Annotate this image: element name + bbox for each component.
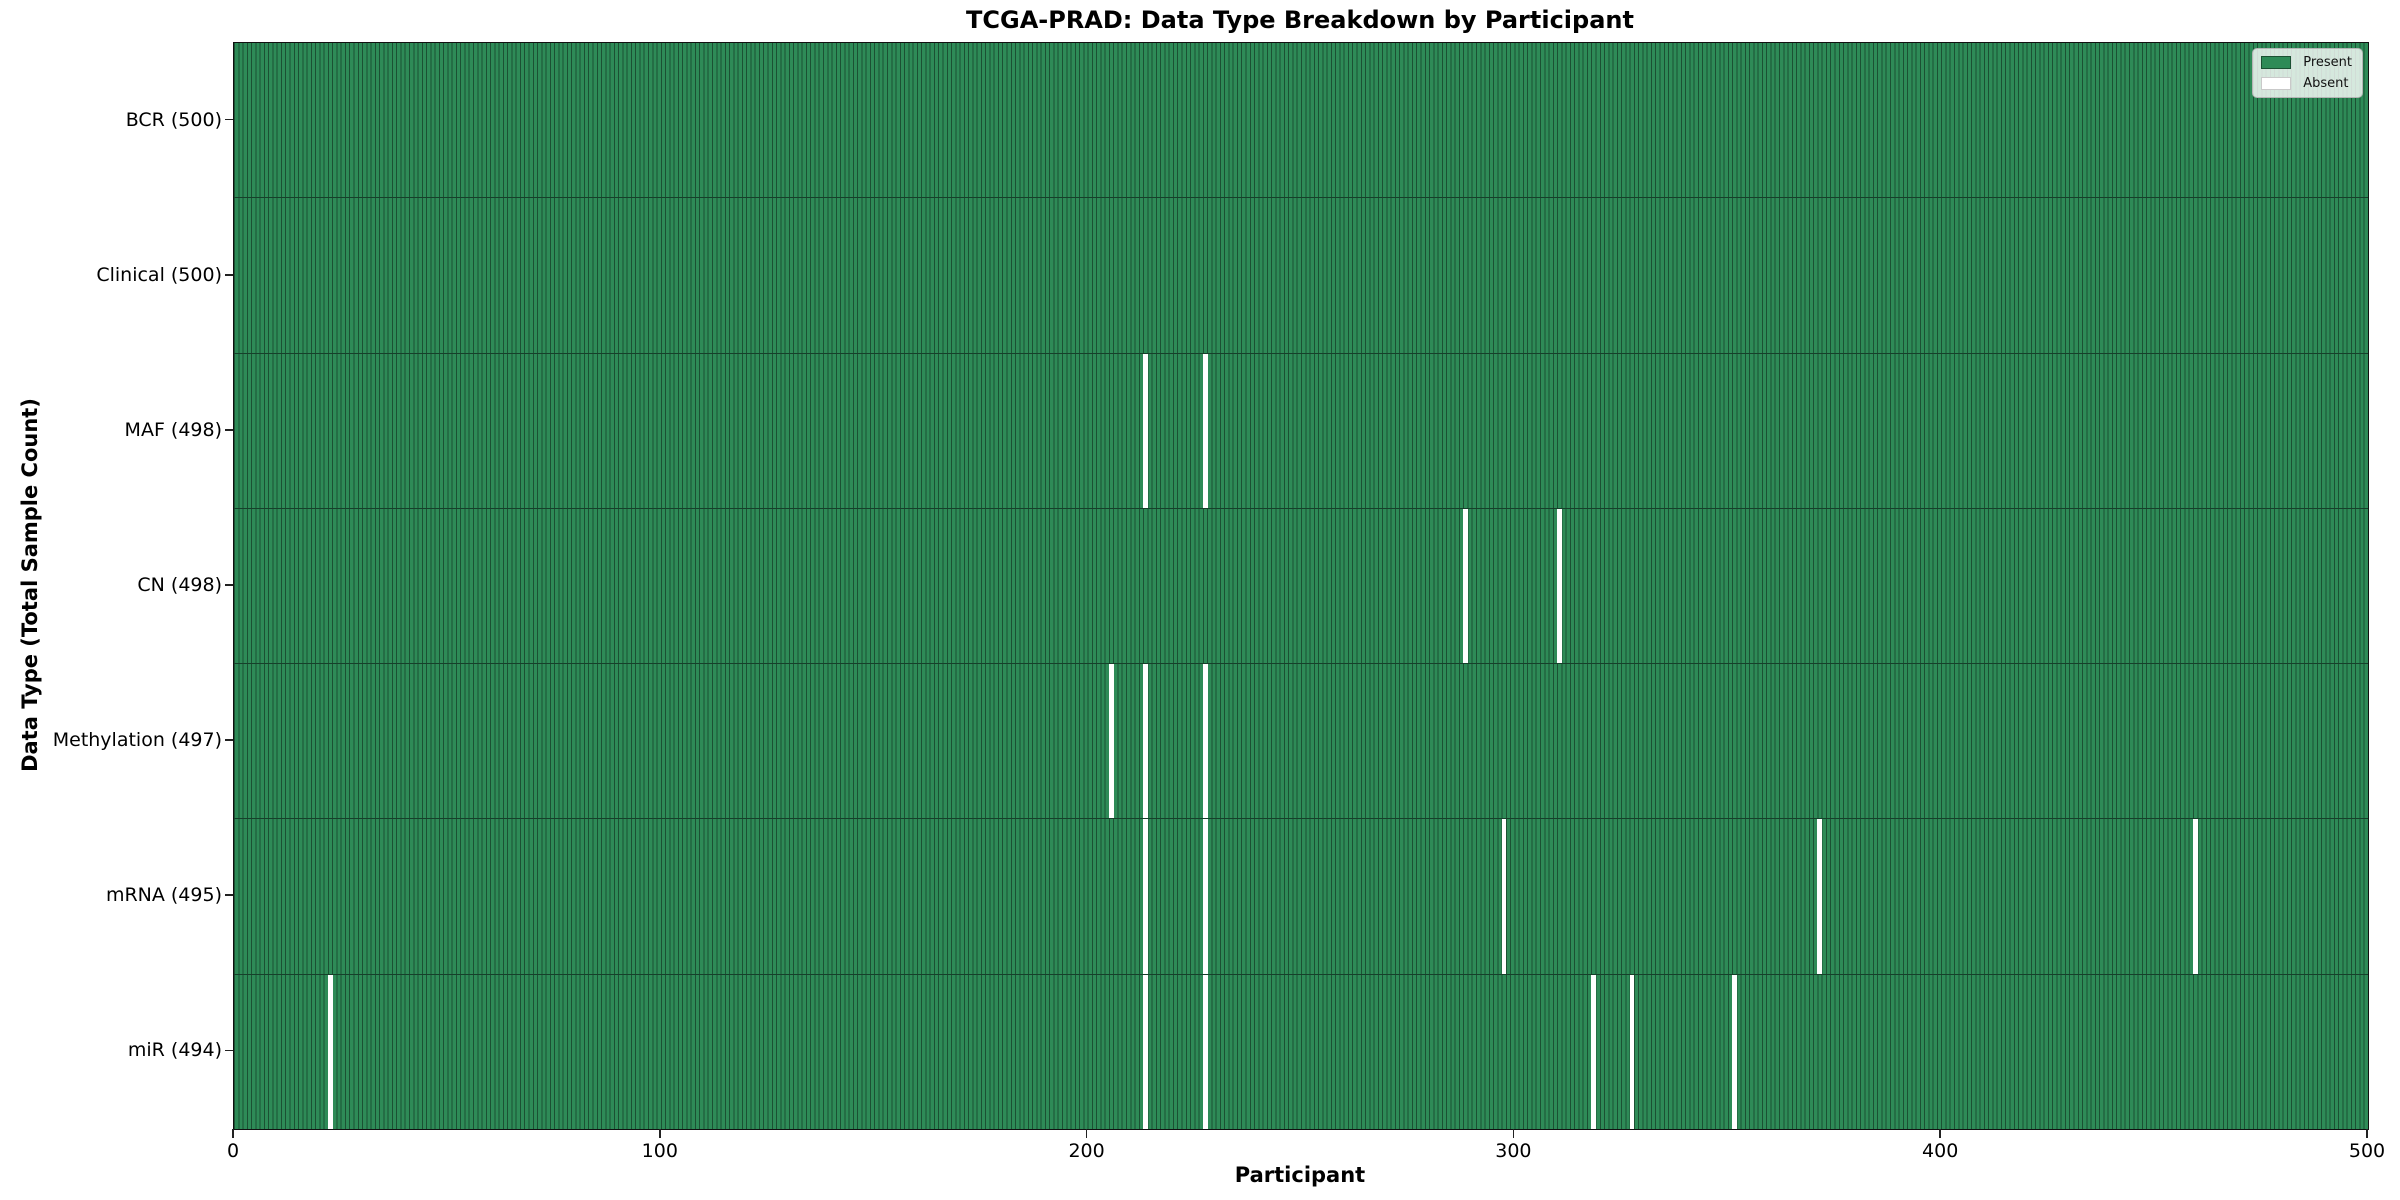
- xtick-mark-400: [1939, 1129, 1941, 1138]
- ytick-label-Methylation: Methylation (497): [52, 729, 222, 752]
- xtick-label-0: 0: [226, 1140, 240, 1162]
- absent-gap-Methylation-213: [1143, 664, 1148, 819]
- absent-gap-miR-213: [1143, 974, 1148, 1129]
- absent-gap-miR-327: [1629, 974, 1635, 1129]
- absent-gap-MAF-227: [1202, 353, 1208, 508]
- absent-gap-Methylation-227: [1202, 664, 1208, 819]
- row-MAF: [234, 352, 2368, 508]
- absent-gap-mRNA-459: [2193, 819, 2198, 974]
- legend-entry-absent: Absent: [2261, 76, 2352, 91]
- xtick-mark-200: [1085, 1129, 1088, 1138]
- xtick-mark-0: [232, 1129, 234, 1138]
- ytick-mark-mRNA: [225, 894, 233, 897]
- xtick-label-500: 500: [2348, 1140, 2386, 1162]
- ytick-mark-MAF: [225, 429, 233, 431]
- row-CN: [234, 507, 2368, 664]
- row-BCR: [234, 43, 2368, 198]
- row-miR: [234, 973, 2368, 1129]
- ytick-label-MAF: MAF (498): [124, 418, 222, 441]
- ytick-mark-Methylation: [225, 739, 233, 741]
- absent-swatch-icon: [2261, 77, 2292, 90]
- ytick-label-Clinical: Clinical (500): [96, 263, 222, 286]
- absent-gap-miR-227: [1202, 974, 1208, 1129]
- absent-gap-mRNA-297: [1501, 819, 1507, 974]
- ytick-mark-CN: [225, 584, 233, 586]
- absent-gap-CN-310: [1557, 508, 1562, 664]
- xtick-label-400: 400: [1922, 1140, 1959, 1162]
- ytick-label-BCR: BCR (500): [125, 108, 222, 131]
- absent-gap-MAF-213: [1143, 353, 1148, 508]
- absent-gap-mRNA-227: [1202, 819, 1208, 974]
- absent-gap-CN-288: [1463, 508, 1468, 664]
- ytick-mark-BCR: [225, 118, 233, 121]
- absent-gap-mRNA-371: [1817, 819, 1823, 974]
- absent-gap-Methylation-205: [1108, 664, 1114, 819]
- absent-gap-miR-351: [1732, 974, 1737, 1129]
- chart-title: TCGA-PRAD: Data Type Breakdown by Partic…: [966, 6, 1634, 34]
- ytick-mark-miR: [225, 1049, 233, 1052]
- plot-rows: [234, 43, 2368, 1129]
- ytick-label-mRNA: mRNA (495): [105, 884, 222, 907]
- present-swatch-icon: [2261, 56, 2292, 69]
- ytick-label-CN: CN (498): [137, 574, 222, 596]
- xtick-label-300: 300: [1495, 1140, 1532, 1162]
- row-mRNA: [234, 818, 2368, 974]
- xtick-mark-100: [659, 1129, 661, 1138]
- absent-gap-mRNA-213: [1143, 819, 1148, 974]
- legend-label-absent: Absent: [2303, 76, 2349, 91]
- x-axis-label: Participant: [1234, 1163, 1366, 1187]
- plot-area: Present Absent: [233, 42, 2369, 1130]
- legend-label-present: Present: [2303, 55, 2352, 70]
- absent-gap-miR-22: [327, 974, 333, 1129]
- legend-entry-present: Present: [2261, 55, 2352, 70]
- ytick-label-miR: miR (494): [127, 1039, 222, 1062]
- row-Methylation: [234, 663, 2368, 819]
- xtick-mark-500: [2366, 1129, 2368, 1138]
- xtick-mark-300: [1512, 1129, 1515, 1138]
- ytick-mark-Clinical: [225, 273, 233, 276]
- legend: Present Absent: [2252, 48, 2363, 98]
- xtick-label-200: 200: [1068, 1140, 1105, 1162]
- row-Clinical: [234, 197, 2368, 353]
- absent-gap-miR-318: [1591, 974, 1596, 1129]
- xtick-label-100: 100: [641, 1140, 678, 1162]
